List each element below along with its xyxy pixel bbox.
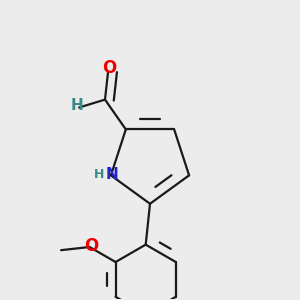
Text: O: O: [84, 237, 98, 255]
Text: N: N: [105, 167, 118, 182]
Text: O: O: [103, 59, 117, 77]
Text: H: H: [70, 98, 83, 113]
Text: H: H: [94, 168, 105, 181]
